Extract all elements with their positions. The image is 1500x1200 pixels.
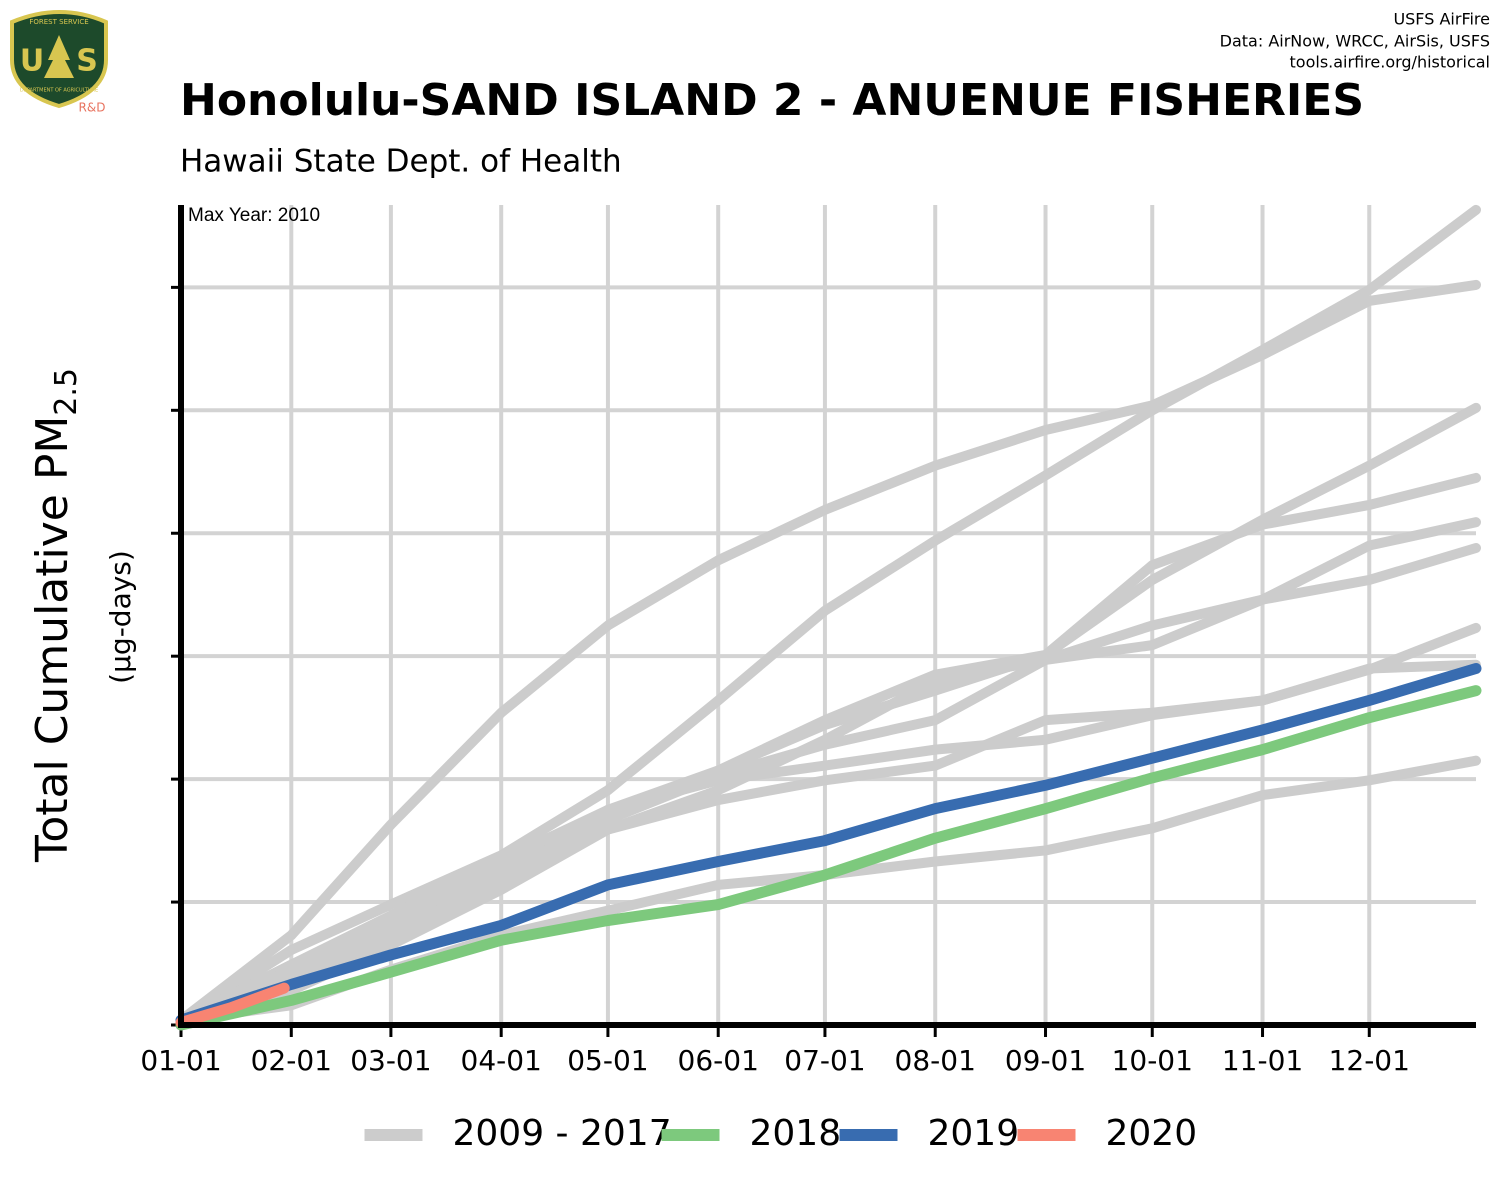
x-tick-label: 06-01: [678, 1044, 759, 1077]
logo-letter: S: [76, 44, 98, 79]
series-line: [175, 662, 1482, 1026]
legend-label: 2009 - 2017: [453, 1113, 672, 1154]
x-tick-label: 12-01: [1329, 1044, 1410, 1077]
credit: USFS AirFire: [1393, 10, 1490, 29]
legend-label: 2020: [1106, 1113, 1198, 1154]
x-tick-label: 02-01: [251, 1044, 332, 1077]
y-axis-label: Total Cumulative PM2.5: [27, 368, 84, 863]
y-axis-unit: (µg-days): [104, 550, 137, 684]
chart-subtitle: Hawaii State Dept. of Health: [180, 144, 622, 180]
y-axis-label-sub: 2.5: [49, 368, 84, 416]
series-line: [175, 685, 1482, 1031]
annotation: Max Year: 2010: [188, 205, 320, 226]
series-line: [175, 982, 290, 1029]
chart-title: Honolulu-SAND ISLAND 2 - ANUENUE FISHERI…: [180, 75, 1364, 126]
x-tick-label: 10-01: [1112, 1044, 1193, 1077]
logo-arc: FOREST SERVICE: [29, 18, 88, 26]
x-tick-label: 03-01: [350, 1044, 431, 1077]
x-tick-label: 09-01: [1005, 1044, 1086, 1077]
x-tick-label: 07-01: [784, 1044, 865, 1077]
series-line: [176, 659, 1481, 1026]
y-axis-label-main: Total Cumulative PM: [27, 416, 78, 863]
credit: Data: AirNow, WRCC, AirSis, USFS: [1220, 32, 1490, 51]
x-tick-label: 05-01: [567, 1044, 648, 1077]
credit: tools.airfire.org/historical: [1290, 53, 1490, 72]
x-tick-label: 08-01: [895, 1044, 976, 1077]
legend-label: 2019: [928, 1113, 1020, 1154]
logo-tree: [44, 35, 74, 78]
logo-badge: R&D: [79, 101, 106, 115]
series-line: [176, 204, 1481, 1026]
x-tick-label: 01-01: [140, 1044, 221, 1077]
logo-bottom: DEPARTMENT OF AGRICULTURE: [20, 88, 98, 94]
legend-label: 2018: [750, 1113, 842, 1154]
x-tick-label: 04-01: [461, 1044, 542, 1077]
x-tick-label: 11-01: [1222, 1044, 1303, 1077]
logo: FOREST SERVICE U S DEPARTMENT OF AGRICUL…: [10, 10, 108, 115]
logo-letter: U: [20, 44, 44, 79]
